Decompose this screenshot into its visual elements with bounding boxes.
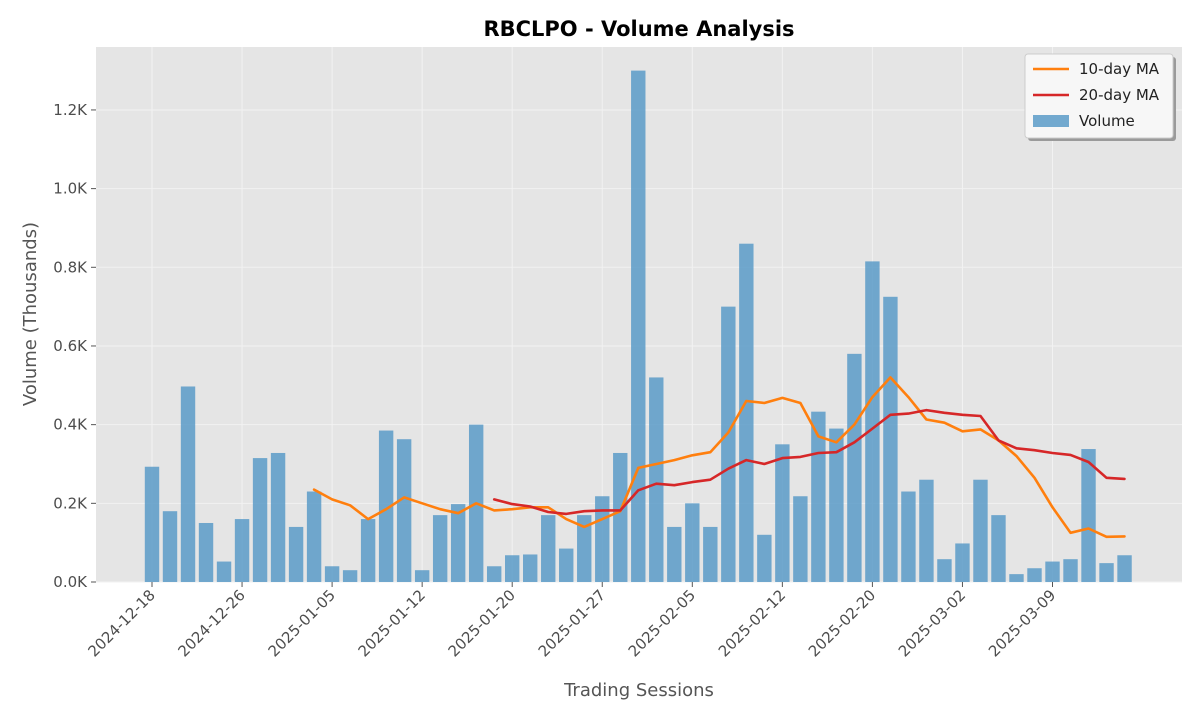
- volume-bar: [1045, 561, 1060, 582]
- y-tick-label: 0.0K: [53, 573, 88, 591]
- volume-bar: [1081, 449, 1096, 582]
- volume-bar: [234, 519, 250, 582]
- volume-bar: [703, 526, 718, 582]
- x-tick-label: 2025-01-05: [265, 586, 339, 660]
- volume-bar: [775, 444, 790, 582]
- volume-bar: [847, 353, 862, 582]
- y-tick-label: 1.2K: [53, 101, 88, 119]
- volume-bar: [559, 548, 574, 582]
- x-tick-label: 2025-02-05: [625, 586, 699, 660]
- volume-bar: [1009, 574, 1024, 582]
- volume-bar: [667, 526, 682, 582]
- volume-bar: [919, 479, 934, 582]
- x-tick-label: 2025-03-02: [895, 586, 969, 660]
- volume-bar: [613, 452, 628, 582]
- x-axis-title: Trading Sessions: [563, 680, 714, 701]
- x-tick-label: 2024-12-26: [174, 586, 248, 660]
- volume-bar: [378, 430, 394, 582]
- volume-bar: [144, 466, 160, 582]
- legend-label: 10-day MA: [1079, 60, 1160, 78]
- volume-bar: [901, 491, 916, 582]
- volume-bar: [883, 296, 898, 582]
- volume-bar: [414, 570, 430, 582]
- volume-bar: [523, 554, 538, 582]
- volume-bar: [432, 515, 448, 582]
- volume-bar: [486, 566, 502, 582]
- legend-label: Volume: [1079, 112, 1135, 130]
- volume-bar: [793, 496, 808, 582]
- volume-bars: [144, 70, 1132, 583]
- y-axis-title: Volume (Thousands): [20, 222, 41, 406]
- legend-label: 20-day MA: [1079, 86, 1160, 104]
- moving-average-lines: [312, 376, 1126, 539]
- volume-bar: [649, 377, 664, 582]
- y-tick-label: 1.0K: [53, 180, 88, 198]
- volume-bar: [180, 386, 196, 582]
- y-tick-label: 0.2K: [53, 494, 88, 512]
- legend: 10-day MA 20-day MA Volume: [1024, 53, 1176, 141]
- x-tick-label: 2025-02-12: [715, 586, 789, 660]
- volume-bar: [865, 261, 880, 582]
- volume-bar: [288, 526, 304, 582]
- volume-bar: [973, 479, 988, 582]
- volume-bar: [505, 555, 520, 582]
- volume-bar: [306, 491, 322, 582]
- volume-bar: [270, 452, 286, 582]
- ma20-line: [492, 408, 1126, 516]
- volume-bar: [721, 306, 736, 582]
- volume-bar: [631, 70, 646, 583]
- volume-bar: [162, 511, 178, 582]
- x-tick-label: 2025-01-12: [355, 586, 429, 660]
- x-tick-label: 2025-01-27: [535, 586, 609, 660]
- volume-bar: [1027, 568, 1042, 582]
- volume-bar: [450, 504, 466, 582]
- volume-bar: [937, 559, 952, 582]
- volume-legend-swatch: [1033, 115, 1069, 127]
- volume-bar: [198, 522, 214, 582]
- volume-bar: [739, 243, 754, 583]
- volume-bar: [1117, 555, 1132, 582]
- volume-bar: [1099, 563, 1114, 582]
- volume-bar: [252, 458, 268, 582]
- volume-bar: [541, 515, 556, 582]
- volume-bar: [757, 534, 772, 582]
- volume-bar: [685, 503, 700, 582]
- x-tick-label: 2025-03-09: [985, 586, 1059, 660]
- ma10-line: [312, 376, 1126, 539]
- volume-bar: [342, 570, 358, 582]
- volume-bar: [216, 561, 232, 582]
- chart-title: RBCLPO - Volume Analysis: [483, 17, 794, 41]
- volume-bar: [360, 519, 376, 582]
- y-tick-label: 0.6K: [53, 337, 88, 355]
- volume-bar: [829, 428, 844, 582]
- x-tick-label: 2024-12-18: [84, 586, 158, 660]
- volume-bar: [1063, 559, 1078, 582]
- y-tick-label: 0.8K: [53, 258, 88, 276]
- x-tick-label: 2025-02-20: [805, 586, 879, 660]
- volume-bar: [955, 543, 970, 582]
- volume-bar: [577, 515, 592, 582]
- volume-bar: [991, 515, 1006, 582]
- x-tick-label: 2025-01-20: [445, 586, 519, 660]
- volume-bar: [324, 566, 340, 582]
- y-tick-label: 0.4K: [53, 416, 88, 434]
- volume-bar: [396, 439, 412, 582]
